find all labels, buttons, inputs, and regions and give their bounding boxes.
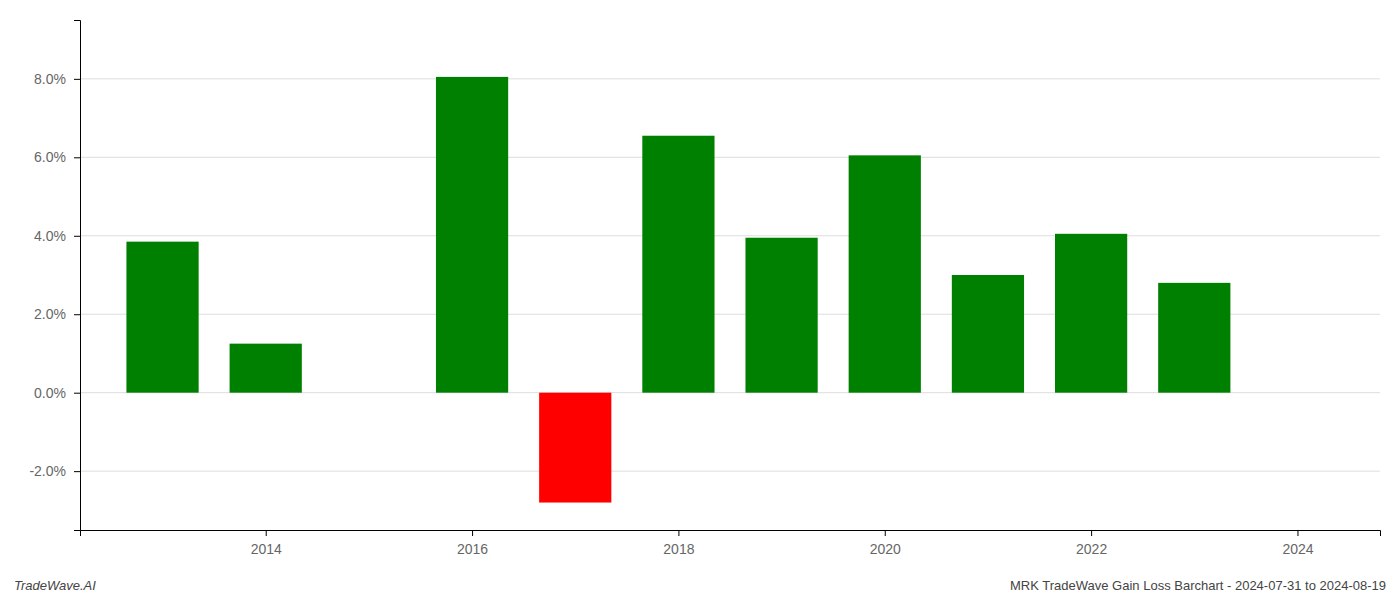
bar	[230, 344, 302, 393]
tick: 2020	[870, 530, 901, 557]
grid-line	[80, 157, 1380, 158]
tick-label: 2018	[663, 541, 694, 557]
tick-mark	[74, 314, 80, 315]
tick-label: 6.0%	[34, 149, 66, 165]
x-axis: 2014 2016 2018 2020 2022 2024	[81, 530, 1381, 557]
tick: -2.0%	[29, 463, 80, 479]
tick-label: 2024	[1282, 541, 1313, 557]
grid	[80, 79, 1380, 471]
tick-mark	[74, 393, 80, 394]
tick-mark	[74, 79, 80, 80]
tick-label: 2014	[251, 541, 282, 557]
tick: 4.0%	[34, 228, 80, 244]
tick-label: 2022	[1076, 541, 1107, 557]
bar	[849, 155, 921, 392]
tick: 2022	[1076, 530, 1107, 557]
bar	[126, 242, 198, 393]
tick-mark	[1297, 530, 1298, 536]
axis-line	[81, 531, 1381, 537]
tick-label: 2020	[870, 541, 901, 557]
grid-line	[80, 471, 1380, 472]
tick: 2018	[663, 530, 694, 557]
tick: 2024	[1282, 530, 1313, 557]
tick-label: 4.0%	[34, 228, 66, 244]
axis-line	[74, 21, 81, 531]
tick-mark	[472, 530, 473, 536]
grid-line	[80, 235, 1380, 236]
bar	[539, 393, 611, 503]
bar	[952, 275, 1024, 393]
y-axis: -2.0% 0.0% 2.0% 4.0% 6.0% 8.0%	[29, 21, 80, 531]
plot: 2014 2016 2018 2020 2022 2024 -2.0% 0.0% 2.0% 4.0…	[29, 21, 1380, 557]
grid-line	[80, 78, 1380, 79]
tick-mark	[1091, 530, 1092, 536]
tick-label: 2016	[457, 541, 488, 557]
tick: 2016	[457, 530, 488, 557]
tick-mark	[74, 157, 80, 158]
tick-mark	[74, 236, 80, 237]
tick: 2.0%	[34, 306, 80, 322]
tick: 0.0%	[34, 385, 80, 401]
tick: 2014	[251, 530, 282, 557]
footer-left: TradeWave.AI	[14, 578, 96, 593]
tick-label: 2.0%	[34, 306, 66, 322]
tick: 6.0%	[34, 149, 80, 165]
tick-mark	[885, 530, 886, 536]
tick: 8.0%	[34, 71, 80, 87]
bar	[745, 238, 817, 393]
bar	[436, 77, 508, 393]
tick-mark	[678, 530, 679, 536]
tick-label: 0.0%	[34, 385, 66, 401]
tick-mark	[74, 471, 80, 472]
bar	[1158, 283, 1230, 393]
tick-label: 8.0%	[34, 71, 66, 87]
bar	[1055, 234, 1127, 393]
footer-right: MRK TradeWave Gain Loss Barchart - 2024-…	[1010, 578, 1386, 593]
tick-label: -2.0%	[29, 463, 66, 479]
bars	[126, 77, 1230, 503]
tick-mark	[266, 530, 267, 536]
bar	[642, 136, 714, 393]
chart: 2014 2016 2018 2020 2022 2024 -2.0% 0.0% 2.0% 4.0…	[0, 0, 1400, 600]
